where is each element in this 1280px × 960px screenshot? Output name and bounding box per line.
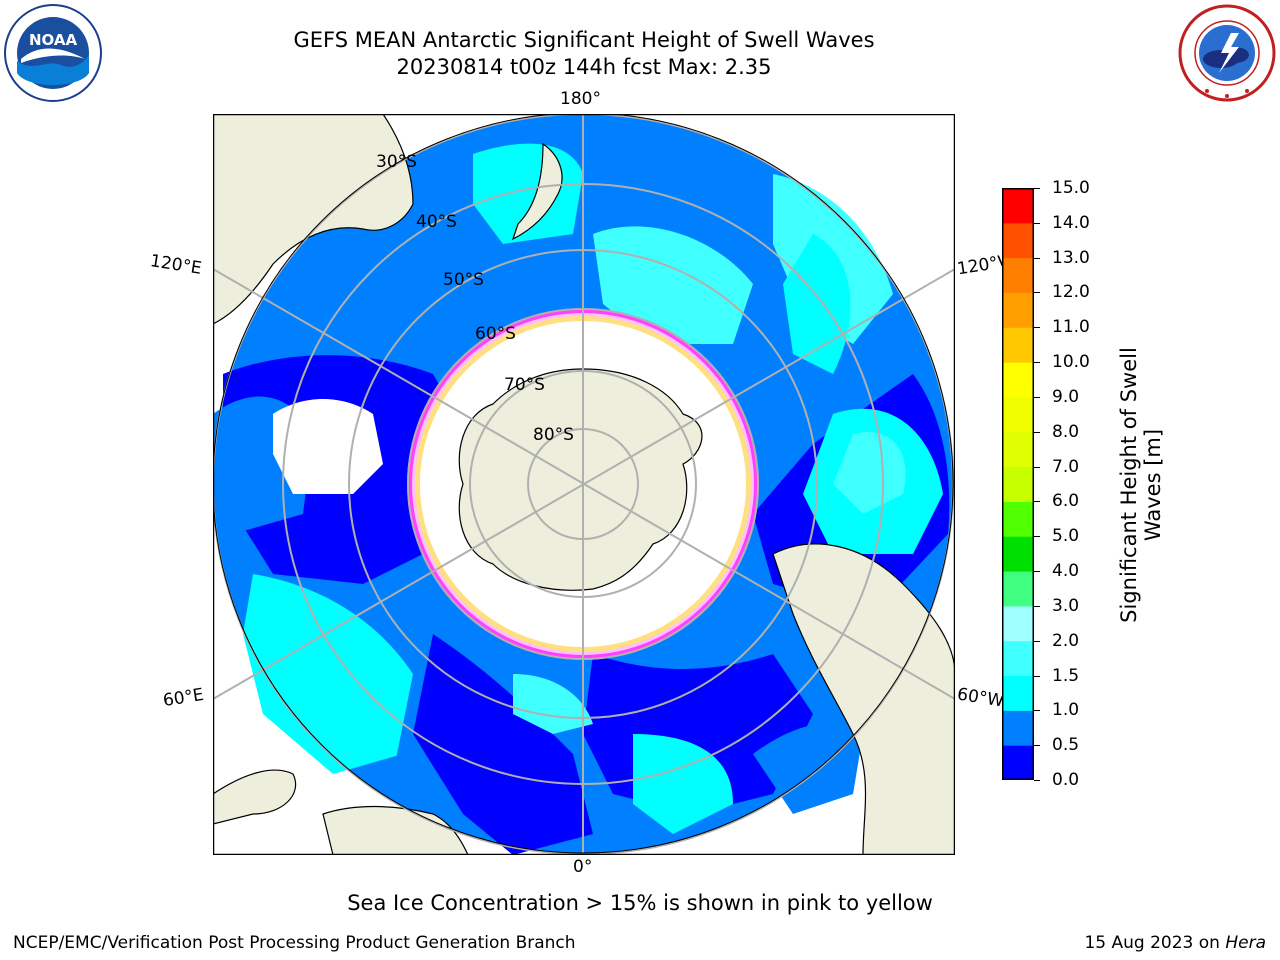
polar-map	[212, 113, 956, 856]
colorbar-bin	[1002, 257, 1034, 293]
colorbar-tick-label: 14.0	[1052, 212, 1090, 233]
lat-label-40s: 40°S	[416, 212, 457, 232]
colorbar-tick-label: 6.0	[1052, 491, 1080, 512]
graticule	[213, 114, 955, 855]
colorbar-tick-mark	[1034, 396, 1040, 398]
lon-label-120e: 120°E	[148, 251, 203, 279]
colorbar-label-line2: Waves [m]	[1141, 428, 1165, 542]
colorbar-tick-mark	[1034, 501, 1040, 503]
australia-landmass	[213, 114, 414, 325]
new-zealand-landmass	[511, 142, 563, 241]
colorbar-bin	[1002, 188, 1034, 224]
colorbar-tick-mark	[1034, 571, 1040, 573]
lon-label-180: 180°	[560, 89, 601, 109]
lat-label-80s: 80°S	[533, 425, 574, 445]
lat-label-30s: 30°S	[376, 152, 417, 172]
colorbar-tick-label: 5.0	[1052, 526, 1080, 547]
colorbar-bin	[1002, 501, 1034, 537]
colorbar-bin	[1002, 745, 1034, 781]
lon-label-0: 0°	[573, 857, 593, 877]
colorbar-label: Significant Height of Swell Waves [m]	[1117, 285, 1165, 685]
chart-title-line2: 20230814 t00z 144h fcst Max: 2.35	[396, 55, 772, 79]
nws-logo	[1177, 3, 1277, 103]
colorbar-bin	[1002, 466, 1034, 502]
colorbar-tick-mark	[1034, 362, 1040, 364]
footer-branch: NCEP/EMC/Verification Post Processing Pr…	[13, 933, 576, 953]
footer-date: 15 Aug 2023 on Hera	[1084, 933, 1266, 953]
colorbar-tick-mark	[1034, 466, 1040, 468]
colorbar-tick-label: 15.0	[1052, 178, 1090, 198]
colorbar-tick-label: 2.0	[1052, 630, 1080, 651]
lon-label-60w: 60°W	[955, 684, 1006, 712]
colorbar-tick-mark	[1034, 745, 1040, 747]
map-frame	[212, 113, 956, 856]
lat-label-60s: 60°S	[475, 324, 516, 344]
colorbar-tick-mark	[1034, 431, 1040, 433]
colorbar-tick-label: 13.0	[1052, 247, 1090, 268]
lat-label-70s: 70°S	[504, 375, 545, 395]
colorbar-tick-mark	[1034, 710, 1040, 712]
footer-date-text: 15 Aug 2023 on	[1084, 933, 1226, 953]
colorbar-bin	[1002, 396, 1034, 433]
colorbar-bin	[1002, 571, 1034, 607]
colorbar-tick-mark	[1034, 675, 1040, 677]
colorbar-tick-label: 1.0	[1052, 700, 1080, 721]
colorbar-tick-label: 9.0	[1052, 386, 1080, 407]
madagascar-landmass	[213, 769, 297, 825]
colorbar-bin	[1002, 710, 1034, 746]
colorbar-tick-label: 1.5	[1052, 665, 1080, 686]
colorbar-bin	[1002, 327, 1034, 363]
colorbar-tick-label: 8.0	[1052, 421, 1080, 442]
colorbar-tick-mark	[1034, 292, 1040, 294]
africa-landmass	[322, 805, 469, 855]
colorbar-tick-mark	[1034, 536, 1040, 538]
south-america-landmass	[772, 543, 955, 855]
colorbar-ticks: 15.0 14.0 13.0 12.0 11.0 10.0 9.0 8.0 7.0 6.0 5.0 4…	[1034, 178, 1102, 793]
lat-label-50s: 50°S	[443, 270, 484, 290]
antarctica-landmass	[458, 368, 703, 591]
colorbar-tick-label: 12.0	[1052, 282, 1090, 303]
colorbar-tick-label: 3.0	[1052, 595, 1080, 616]
colorbar-tick-label: 10.0	[1052, 352, 1090, 373]
colorbar-bin	[1002, 536, 1034, 572]
noaa-logo-text: NOAA	[29, 31, 78, 49]
colorbar	[1002, 188, 1034, 781]
colorbar-bin	[1002, 292, 1034, 328]
colorbar-bin	[1002, 675, 1034, 711]
colorbar-tick-label: 4.0	[1052, 561, 1080, 582]
sea-ice-note: Sea Ice Concentration > 15% is shown in …	[347, 891, 933, 915]
colorbar-bin	[1002, 640, 1034, 677]
colorbar-tick-mark	[1034, 327, 1040, 329]
colorbar-tick-mark	[1034, 257, 1040, 259]
colorbar-tick-label: 0.5	[1052, 735, 1080, 756]
lon-label-60e: 60°E	[161, 684, 206, 712]
chart-title-line1: GEFS MEAN Antarctic Significant Height o…	[293, 28, 875, 52]
colorbar-bin	[1002, 605, 1034, 642]
colorbar-tick-mark	[1034, 222, 1040, 224]
colorbar-tick-mark	[1034, 605, 1040, 607]
colorbar-tick-mark	[1034, 640, 1040, 642]
footer-host: Hera	[1225, 933, 1266, 953]
colorbar-tick-label: 11.0	[1052, 317, 1090, 338]
colorbar-bin	[1002, 222, 1034, 259]
colorbar-bin	[1002, 362, 1034, 398]
noaa-logo: NOAA	[3, 3, 103, 103]
colorbar-tick-mark	[1034, 780, 1040, 781]
colorbar-tick-label: 7.0	[1052, 456, 1080, 477]
colorbar-tick-mark	[1034, 188, 1040, 189]
colorbar-bin	[1002, 431, 1034, 468]
colorbar-tick-label: 0.0	[1052, 770, 1080, 790]
colorbar-label-line1: Significant Height of Swell	[1117, 347, 1141, 623]
